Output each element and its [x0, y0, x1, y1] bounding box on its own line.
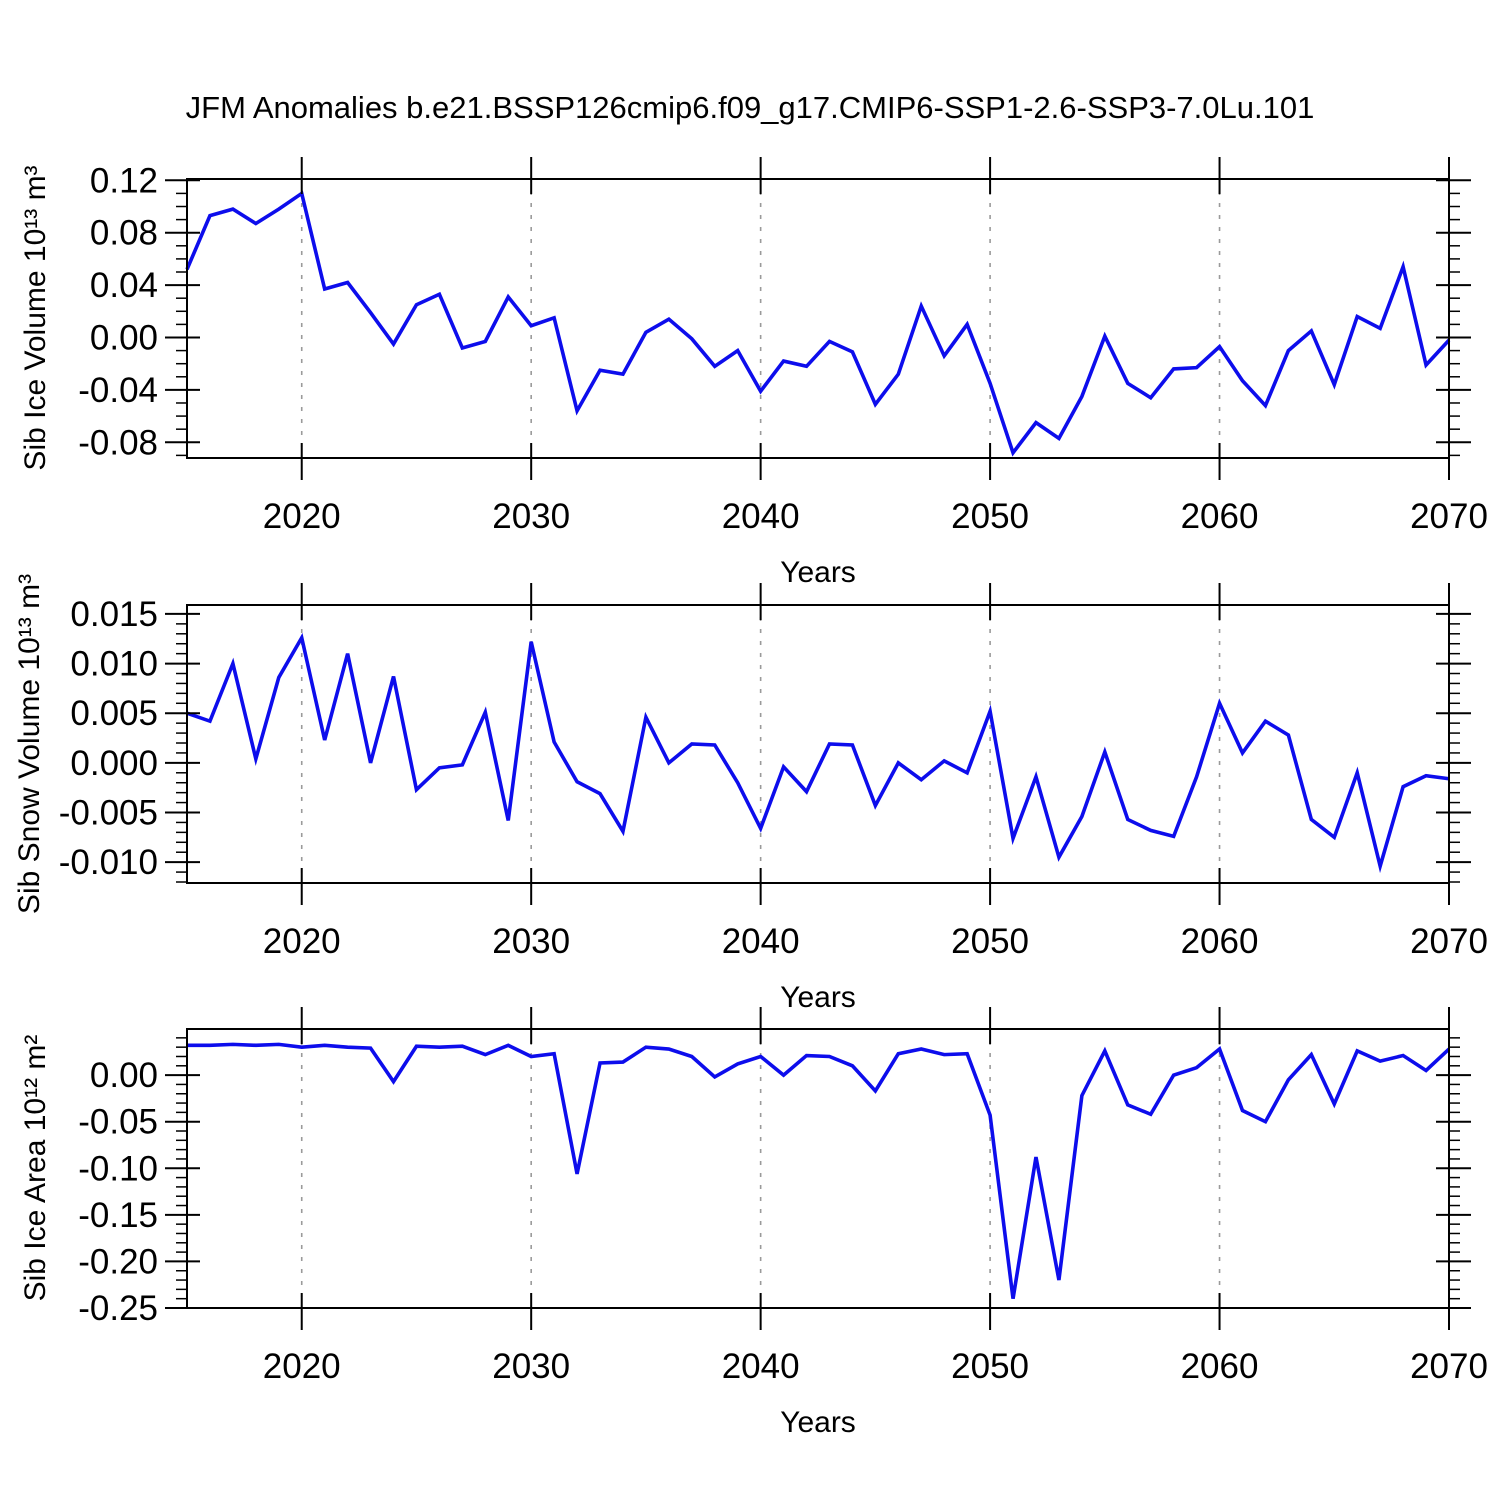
sib-snow-volume-frame — [186, 604, 1450, 884]
x-tick-label: 2050 — [951, 1347, 1029, 1386]
ice-area-y-axis-label: Sib Ice Area 10¹² m² — [19, 1034, 52, 1302]
x-tick-label: 2020 — [263, 1347, 341, 1386]
y-tick-label: 0.00 — [90, 1056, 158, 1095]
chart-title: JFM Anomalies b.e21.BSSP126cmip6.f09_g17… — [185, 90, 1315, 125]
y-tick-label: -0.04 — [78, 371, 158, 410]
x-tick-label: 2030 — [492, 922, 570, 961]
y-tick-label: -0.005 — [59, 794, 158, 833]
y-tick-label: 0.000 — [70, 744, 158, 783]
y-tick-label: 0.010 — [70, 645, 158, 684]
sib-ice-volume-line — [185, 190, 1451, 457]
y-tick-label: 0.12 — [90, 161, 158, 200]
x-tick-label: 2070 — [1410, 1347, 1488, 1386]
y-tick-label: -0.15 — [78, 1196, 158, 1235]
x-tick-label: 2050 — [951, 922, 1029, 961]
x-tick-label: 2030 — [492, 1347, 570, 1386]
snow-volume-y-axis-label: Sib Snow Volume 10¹³ m³ — [13, 573, 46, 915]
y-tick-label: 0.015 — [70, 595, 158, 634]
x-tick-label: 2040 — [722, 1347, 800, 1386]
x-tick-label: 2030 — [492, 497, 570, 536]
x-tick-label: 2060 — [1181, 922, 1259, 961]
x-tick-label: 2070 — [1410, 497, 1488, 536]
sib-snow-volume-line — [186, 632, 1450, 874]
x-tick-label: 2060 — [1181, 1347, 1259, 1386]
y-tick-label: 0.08 — [90, 214, 158, 253]
x-tick-label: 2020 — [263, 497, 341, 536]
snow-volume-plot: 2020 2030 2040 2050 2060 2070 0.015 0.010 0.005 0… — [59, 583, 1488, 961]
ice-volume-x-axis-label: Years — [780, 556, 856, 589]
x-tick-label: 2020 — [263, 922, 341, 961]
x-tick-label: 2040 — [722, 922, 800, 961]
y-tick-label: 0.04 — [90, 266, 158, 305]
y-tick-label: -0.10 — [78, 1149, 158, 1188]
x-tick-label: 2050 — [951, 497, 1029, 536]
ice-volume-y-axis-label: Sib Ice Volume 10¹³ m³ — [19, 165, 52, 471]
snow-volume-x-axis-label: Years — [780, 981, 856, 1014]
ice-volume-plot: 2020 2030 2040 2050 2060 2070 0.12 0.08 0.04 0.00… — [78, 157, 1488, 536]
y-tick-label: -0.20 — [78, 1242, 158, 1281]
ice-area-plot: 2020 2030 2040 2050 2060 2070 0.00 -0.05 -0.10 -0… — [78, 1007, 1488, 1386]
sib-ice-area-frame — [186, 1028, 1450, 1309]
y-tick-label: -0.08 — [78, 423, 158, 462]
y-tick-label: 0.005 — [70, 694, 158, 733]
y-tick-label: -0.05 — [78, 1103, 158, 1142]
ice-area-x-axis-label: Years — [780, 1406, 856, 1439]
sib-ice-volume-frame — [186, 178, 1450, 459]
y-tick-label: -0.25 — [78, 1289, 158, 1328]
x-tick-label: 2060 — [1181, 497, 1259, 536]
y-tick-label: 0.00 — [90, 318, 158, 357]
y-tick-label: -0.010 — [59, 843, 158, 882]
sib-ice-area-line — [187, 1042, 1451, 1299]
x-tick-label: 2040 — [722, 497, 800, 536]
x-tick-label: 2070 — [1410, 922, 1488, 961]
